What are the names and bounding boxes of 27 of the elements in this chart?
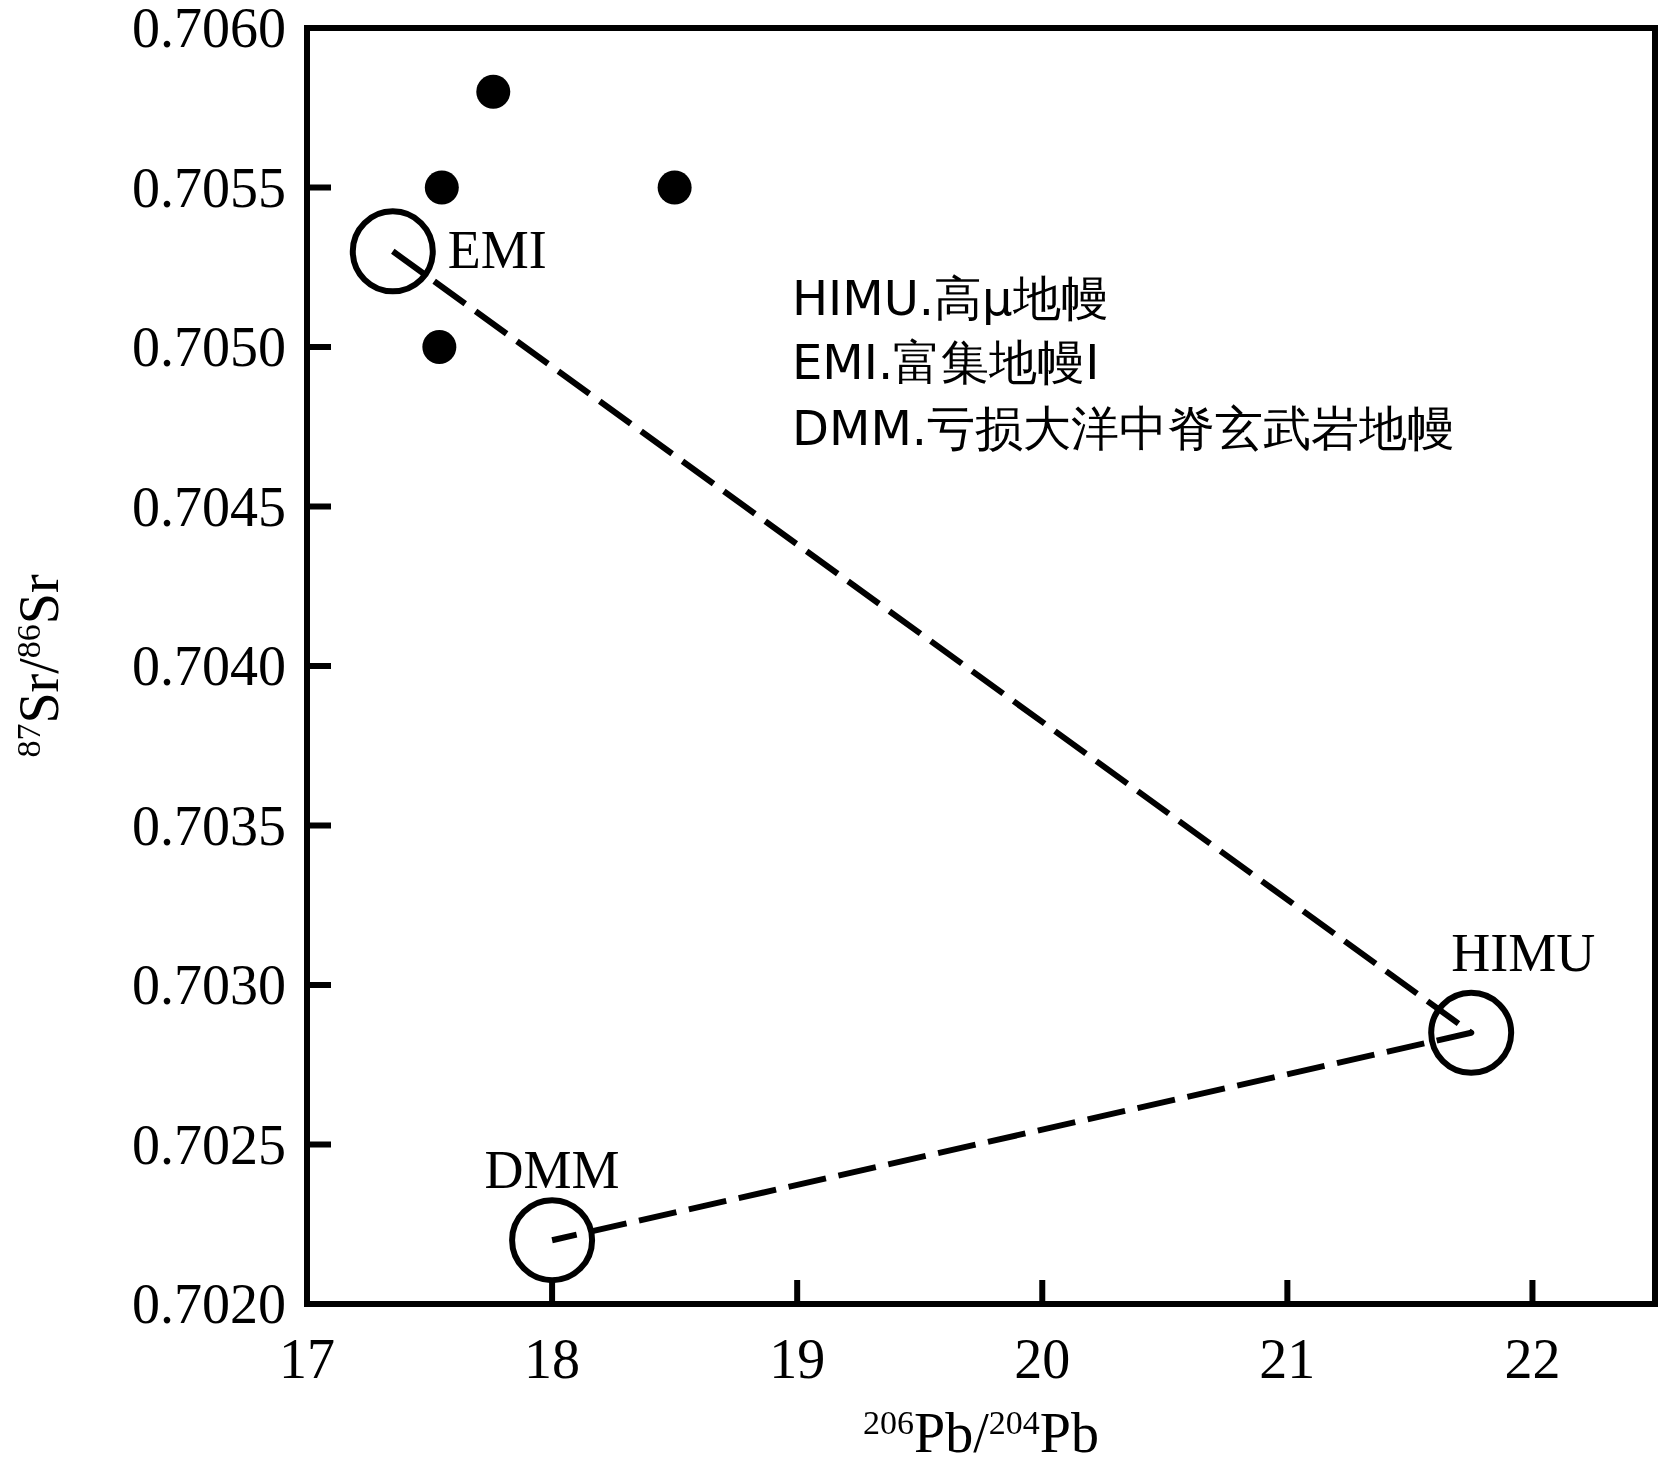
annotation: EMI [447,220,547,281]
annotation: HIMU.高μ地幔 [792,270,1109,326]
y-tick-label: 0.7025 [132,1113,286,1176]
point [509,1197,596,1284]
y-tick-label: 0.7060 [132,0,286,59]
annotation: DMM [484,1140,620,1201]
x-axis-title: $^{206}$Pb/$^{204}$Pb [863,1402,1099,1464]
y-tick-label: 0.7045 [132,475,286,538]
x-tick-label: 18 [524,1328,581,1390]
y-tick-label: 0.7035 [132,794,286,857]
x-tick-label: 21 [1259,1328,1316,1390]
annotation: HIMU [1451,922,1596,983]
point [349,208,436,295]
point [476,74,511,109]
point [424,170,459,205]
point [422,330,457,364]
point [657,170,692,205]
x-tick-label: 20 [1014,1328,1071,1390]
x-tick-label: 19 [769,1328,826,1390]
x-tick-label: 22 [1504,1328,1561,1390]
annotation: EMI.富集地幔Ⅰ [792,334,1100,390]
point [1428,989,1515,1076]
y-tick-label: 0.7040 [132,635,286,697]
y-tick-label: 0.7030 [132,954,286,1016]
y-tick-label: 0.7050 [132,316,286,378]
y-tick-label: 0.7055 [132,156,286,219]
annotation: DMM.亏损大洋中脊玄武岩地幔 [792,400,1456,456]
